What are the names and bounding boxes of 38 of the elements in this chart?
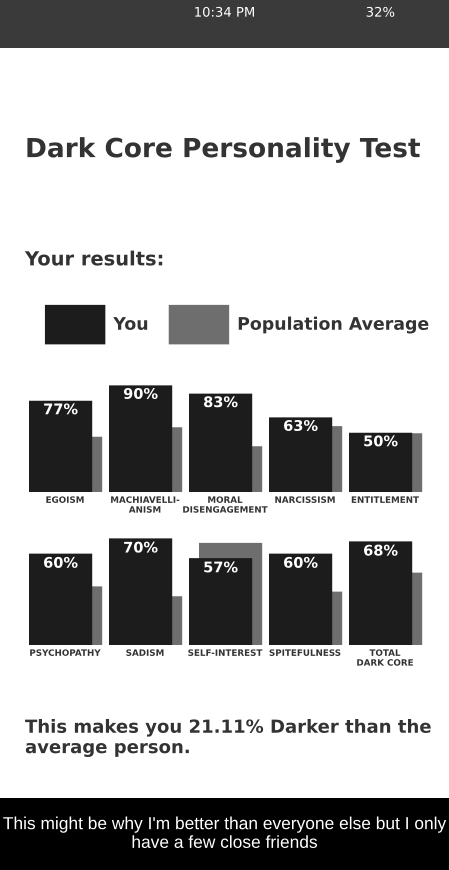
data-label: 63% [284, 420, 318, 431]
bar [29, 400, 92, 492]
legend-label: Population Average [238, 316, 428, 334]
data-label: 83% [204, 396, 238, 408]
x-tick-label: SPITEFULNESS [270, 649, 340, 656]
data-label: 68% [364, 544, 398, 556]
data-label: 60% [284, 556, 318, 568]
x-tick-label: SADISM [126, 649, 164, 656]
chart-title: Dark Core Personality Test [27, 137, 420, 163]
bar [109, 538, 172, 645]
legend-label: You [113, 317, 148, 330]
x-tick-label: ENTITLEMENT [352, 496, 419, 503]
bar [189, 558, 252, 645]
x-tick-label: NARCISSISM [275, 496, 335, 503]
x-tick-label: EGOISM [46, 496, 84, 503]
text: This might be why I'm better than everyone else but I only have a few close friends [3, 816, 446, 848]
bar [349, 432, 412, 492]
data-label: 50% [364, 435, 398, 446]
bar [189, 394, 252, 492]
bar [269, 417, 332, 492]
data-label: 70% [124, 542, 158, 553]
data-label: 60% [44, 556, 78, 568]
x-tick-label: SELF-INTEREST [188, 649, 262, 656]
bar [29, 554, 92, 645]
text: This makes you 21.11% Darker than the average person. [25, 719, 431, 757]
x-tick-label: TOTAL DARK CORE [357, 649, 413, 666]
text: 32% [366, 6, 394, 17]
x-tick-label: PSYCHOPATHY [30, 649, 101, 656]
bar [109, 385, 172, 492]
bar [349, 541, 412, 645]
data-label: 77% [44, 403, 78, 414]
bar [269, 554, 332, 645]
text: 10:34 PM [195, 6, 254, 17]
x-tick-label: MORAL DISENGAGEMENT [183, 496, 268, 513]
chart-subtitle: Your results: [24, 250, 162, 266]
data-label: 57% [204, 561, 238, 572]
data-label: 90% [124, 388, 158, 399]
x-tick-label: MACHIAVELLI- ANISM [111, 496, 180, 513]
